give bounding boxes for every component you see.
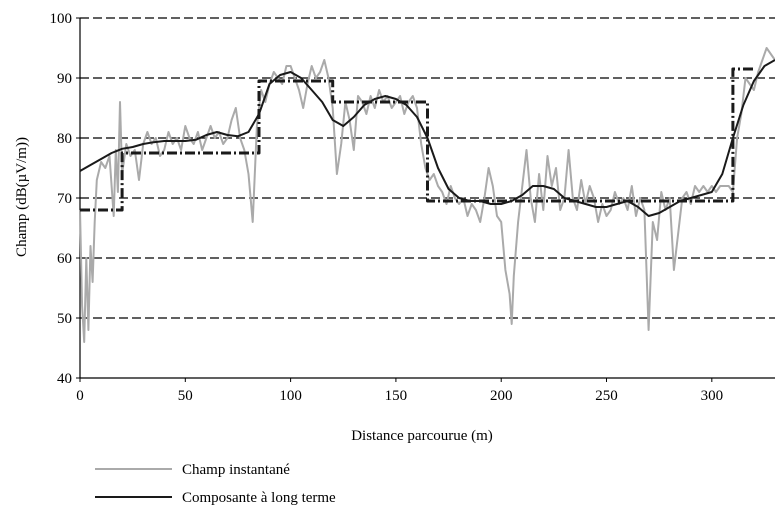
x-tick-label-50: 50: [178, 388, 193, 404]
x-tick-label-150: 150: [385, 388, 408, 404]
y-tick-label-90: 90: [57, 71, 72, 87]
tick-labels: 40 50 60 70 80 90 100 0 50 100 150 200 250 300: [50, 11, 724, 404]
legend-label-instant: Champ instantané: [182, 462, 290, 478]
gridlines: [80, 17, 775, 319]
y-tick-label-60: 60: [57, 251, 72, 267]
legend: Champ instantané Composante à long terme: [95, 462, 336, 506]
x-tick-label-100: 100: [279, 388, 302, 404]
series-longterm-line: [79, 59, 775, 217]
x-tick-label-0: 0: [76, 388, 84, 404]
series-step-line: [80, 67, 754, 212]
x-tick-label-200: 200: [490, 388, 513, 404]
x-tick-label-250: 250: [595, 388, 618, 404]
x-tick-label-300: 300: [701, 388, 724, 404]
x-axis-title: Distance parcourue (m): [351, 428, 493, 444]
y-tick-label-70: 70: [57, 191, 72, 207]
y-axis-title: Champ (dB(µV/m)): [14, 137, 30, 257]
series-instant-line: [79, 47, 775, 343]
y-tick-label-100: 100: [50, 11, 73, 27]
y-tick-label-50: 50: [57, 311, 72, 327]
y-tick-label-40: 40: [57, 371, 72, 387]
legend-label-longterm: Composante à long terme: [182, 490, 336, 506]
series-layer: [79, 47, 775, 343]
y-tick-label-80: 80: [57, 131, 72, 147]
